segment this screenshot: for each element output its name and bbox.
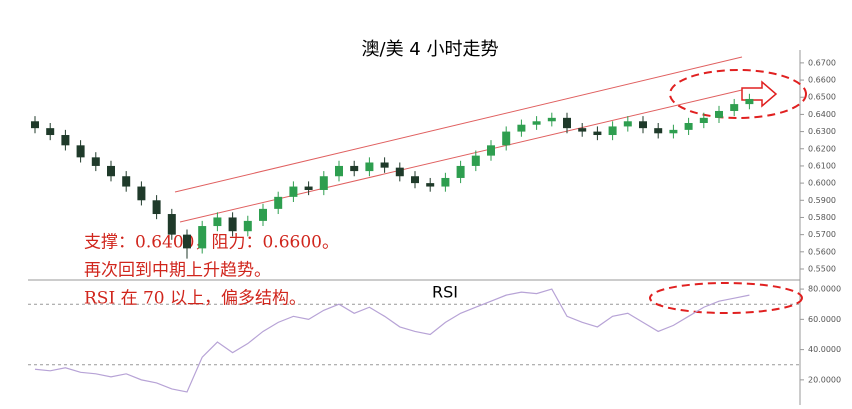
candle-body <box>243 220 252 232</box>
candle-body <box>699 117 708 123</box>
candle-body <box>715 110 723 118</box>
candle-body <box>441 177 450 187</box>
y-tick-label: 0.5600 <box>808 247 836 256</box>
y-tick-label: 0.6200 <box>808 144 836 153</box>
candle-body <box>411 176 419 184</box>
candle-body <box>319 176 328 190</box>
candle-body <box>350 165 359 172</box>
y-tick-label: 0.6600 <box>808 76 836 85</box>
candle-body <box>228 217 237 232</box>
candle-body <box>608 126 617 136</box>
chart-title: 澳/美 4 小时走势 <box>362 39 499 60</box>
annotation: 支撑：0.6400，阻力：0.6600。 <box>84 233 339 253</box>
y-tick-label: 20.0000 <box>808 375 841 384</box>
candle-body <box>730 104 739 111</box>
candle-body <box>684 122 693 130</box>
candle-body <box>304 186 313 190</box>
candle-body <box>456 165 465 178</box>
trend-channel <box>174 56 743 193</box>
y-tick-label: 0.6400 <box>808 110 836 119</box>
y-tick-label: 0.5900 <box>808 196 836 205</box>
candle-body <box>289 186 298 197</box>
candle-body <box>167 214 176 235</box>
candle-body <box>593 131 602 136</box>
panel-title: RSI <box>432 283 458 302</box>
highlight-ellipse <box>649 282 803 314</box>
annotation: 再次回到中期上升趋势。 <box>84 261 271 281</box>
candle-body <box>517 124 526 132</box>
candle-body <box>563 117 571 129</box>
candle-body <box>137 186 146 201</box>
candle-body <box>654 128 663 134</box>
highlight-ellipse <box>669 69 807 119</box>
candle-body <box>91 157 100 166</box>
candle-body <box>623 121 632 127</box>
rsi-line <box>34 288 750 393</box>
candle-body <box>122 176 131 187</box>
candle-body <box>745 98 754 105</box>
y-tick-label: 0.5800 <box>808 213 836 222</box>
y-tick-label: 0.6000 <box>808 179 836 188</box>
candle-body <box>335 165 343 177</box>
candle-body <box>395 167 404 177</box>
candle-body <box>578 128 587 132</box>
candle-body <box>107 165 115 177</box>
candle-body <box>669 129 678 134</box>
y-tick-label: 0.5700 <box>808 230 836 239</box>
candle-body <box>183 234 191 249</box>
candle-body <box>471 155 480 166</box>
candle-body <box>426 183 435 187</box>
candle-body <box>152 200 161 215</box>
trend-channel <box>179 89 743 223</box>
y-tick-label: 0.6100 <box>808 161 836 170</box>
y-tick-label: 0.6500 <box>808 93 836 102</box>
candle-body <box>502 131 511 146</box>
y-tick-label: 0.6300 <box>808 127 836 136</box>
candle-body <box>259 208 267 221</box>
y-tick-label: 0.5500 <box>808 264 836 273</box>
y-tick-label: 40.0000 <box>808 345 841 354</box>
candle-body <box>487 145 495 156</box>
candle-body <box>213 217 222 227</box>
y-tick-label: 0.6700 <box>808 58 836 67</box>
candle-body <box>198 226 207 249</box>
annotation: RSI 在 70 以上，偏多结构。 <box>84 289 306 309</box>
candle-body <box>639 121 647 129</box>
candle-body <box>61 135 70 146</box>
y-tick-label: 80.0000 <box>808 285 841 294</box>
candle-body <box>532 121 541 125</box>
candle-body <box>46 128 55 136</box>
candle-body <box>76 145 85 158</box>
candle-body <box>31 121 39 129</box>
candle-body <box>274 196 283 209</box>
y-tick-label: 60.0000 <box>808 315 841 324</box>
candle-body <box>380 162 389 168</box>
candle-body <box>547 117 556 122</box>
candle-body <box>365 162 374 172</box>
